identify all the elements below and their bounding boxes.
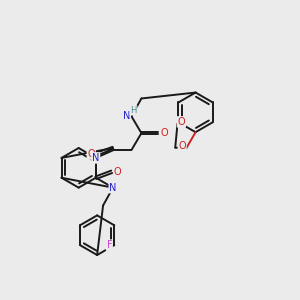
Text: O: O xyxy=(160,128,168,138)
Text: O: O xyxy=(178,142,186,152)
Text: N: N xyxy=(92,153,100,163)
Text: H: H xyxy=(130,106,137,115)
Text: O: O xyxy=(178,117,185,127)
Text: O: O xyxy=(87,149,95,159)
Text: N: N xyxy=(123,111,130,121)
Text: F: F xyxy=(106,240,112,250)
Text: N: N xyxy=(109,183,117,193)
Text: O: O xyxy=(114,167,122,177)
